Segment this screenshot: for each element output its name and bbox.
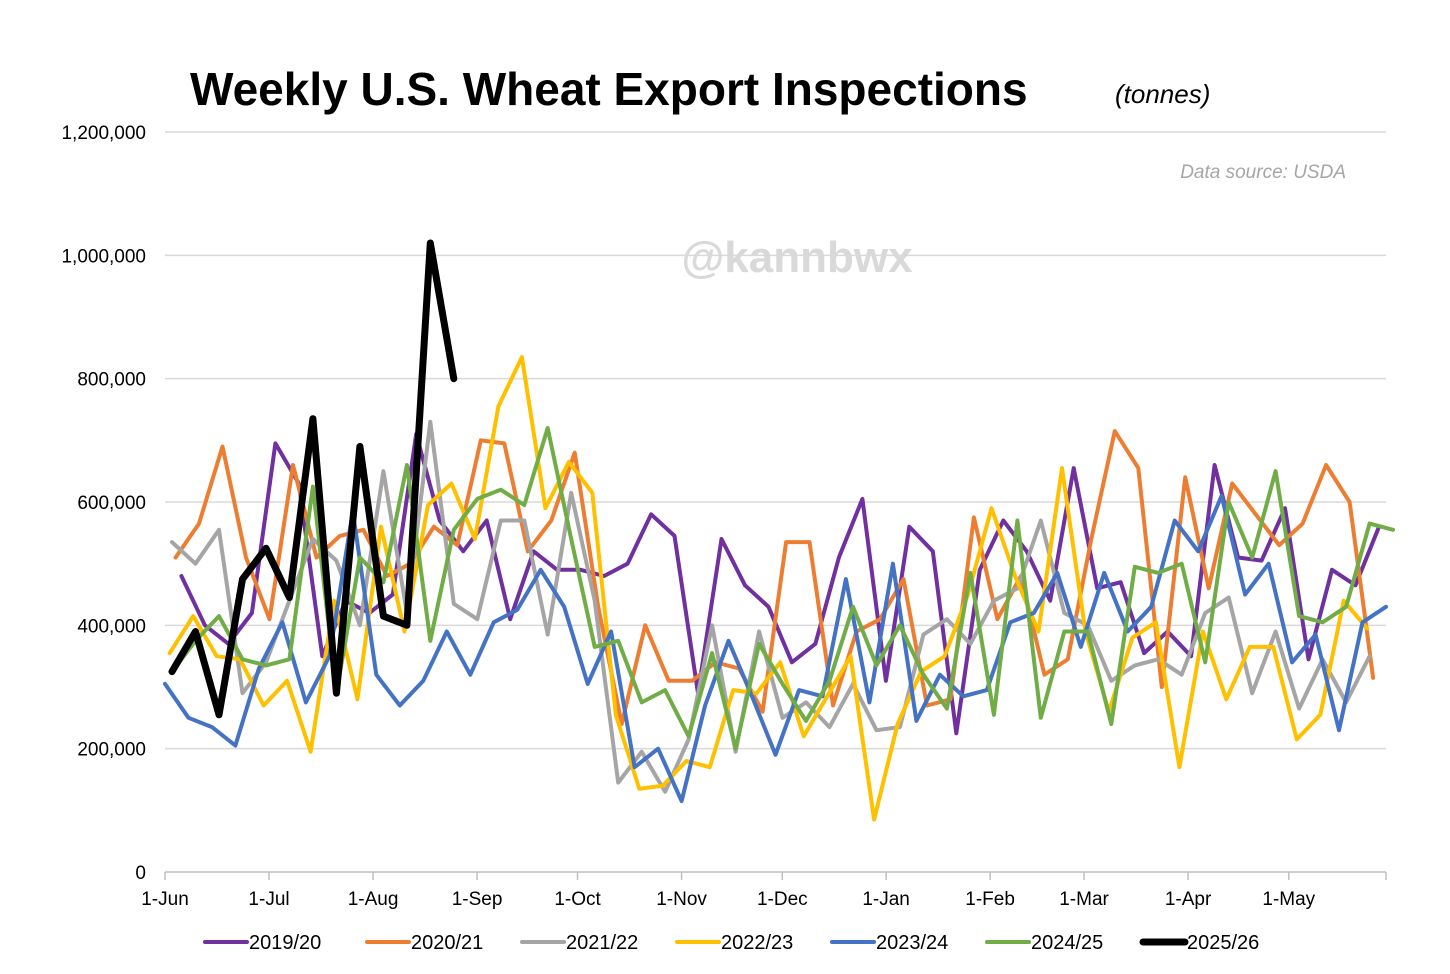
watermark: @kannbwx [681,233,913,282]
legend-label: 2021/22 [566,932,638,954]
x-tick-label: 1-Apr [1165,889,1212,910]
x-tick-label: 1-Mar [1059,889,1109,910]
chart-title: Weekly U.S. Wheat Export Inspections [190,63,1028,115]
series-line-2025-26 [168,239,458,719]
legend-label: 2019/20 [249,932,321,954]
axes: 0 200,000 400,000 600,000 800,000 1,000,000 1,… [61,123,1387,910]
x-tick-label: 1-Nov [656,889,707,910]
legend-label: 2024/25 [1031,932,1103,954]
x-tick-label: 1-Dec [757,889,808,910]
legend: 2019/20 2020/21 2021/22 2022/23 2023/24 2024/… [203,932,1259,954]
y-tick-label: 1,000,000 [61,246,146,267]
y-tick-label: 800,000 [77,370,146,391]
y-tick-label: 400,000 [77,616,146,637]
x-tick-label: 1-May [1262,889,1315,910]
y-tick-label: 600,000 [77,493,146,514]
legend-label: 2022/23 [721,932,793,954]
series-lines [163,239,1395,822]
data-source-note: Data source: USDA [1180,162,1346,183]
chart-subtitle: (tonnes) [1115,79,1210,109]
y-tick-label: 1,200,000 [61,123,146,144]
y-tick-label: 0 [135,863,146,884]
legend-label: 2023/24 [876,932,948,954]
legend-label: 2025/26 [1187,932,1259,954]
x-tick-label: 1-Sep [452,889,503,910]
legend-label: 2020/21 [411,932,483,954]
x-tick-label: 1-Aug [348,889,399,910]
x-tick-label: 1-Jun [141,889,189,910]
series-line-2023-24 [163,493,1388,804]
x-tick-label: 1-Jul [248,889,289,910]
x-tick-label: 1-Oct [554,889,601,910]
x-tick-label: 1-Feb [965,889,1015,910]
y-tick-label: 200,000 [77,740,146,761]
x-tick-label: 1-Jan [862,889,910,910]
